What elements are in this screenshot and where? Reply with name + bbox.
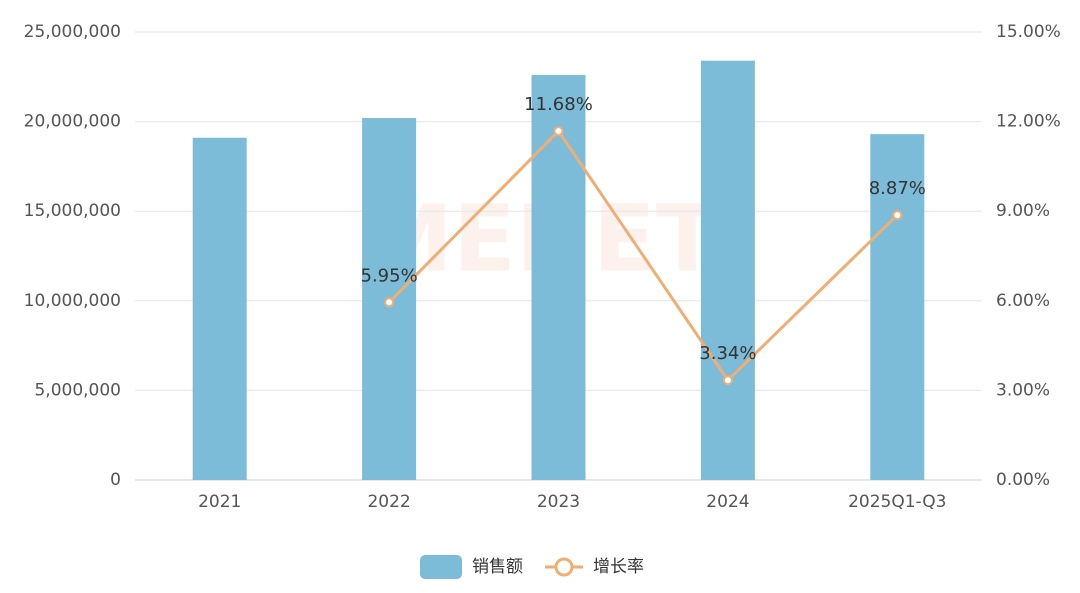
legend-label: 销售额 [472,557,523,577]
bar [700,60,755,481]
y2-tick-label: 9.00% [996,201,1050,221]
value-label: 3.34% [699,343,756,364]
y-tick-label: 25,000,000 [24,22,121,42]
point [384,297,395,308]
bar [192,137,247,480]
y2-tick-label: 12.00% [996,112,1061,132]
line [388,128,899,383]
point [722,375,733,386]
x-tick-label: 2024 [706,492,749,512]
y-tick-label: 5,000,000 [34,380,121,400]
bar [531,75,586,481]
legend-label: 增长率 [593,557,644,577]
legend-point [554,557,574,577]
value-label: 8.87% [869,178,926,199]
y2-tick-label: 3.00% [996,380,1050,400]
y2-tick-label: 6.00% [996,291,1050,311]
y-tick-label: 10,000,000 [24,291,121,311]
x-tick-label: 2023 [537,492,580,512]
y2-tick-label: 0.00% [996,470,1050,490]
point [892,210,903,221]
y-tick-label: 15,000,000 [24,201,121,221]
x-tick-label: 2021 [198,492,241,512]
point [553,126,564,137]
value-label: 5.95% [361,265,418,286]
value-label: 11.68% [524,94,593,115]
y-tick-label: 0 [110,470,121,490]
bar [870,134,925,481]
x-tick-label: 2022 [367,492,410,512]
y-tick-label: 20,000,000 [24,112,121,132]
x-tick-label: 2025Q1-Q3 [848,492,946,512]
y2-tick-label: 15.00% [996,22,1061,42]
legend-swatch [420,555,462,579]
